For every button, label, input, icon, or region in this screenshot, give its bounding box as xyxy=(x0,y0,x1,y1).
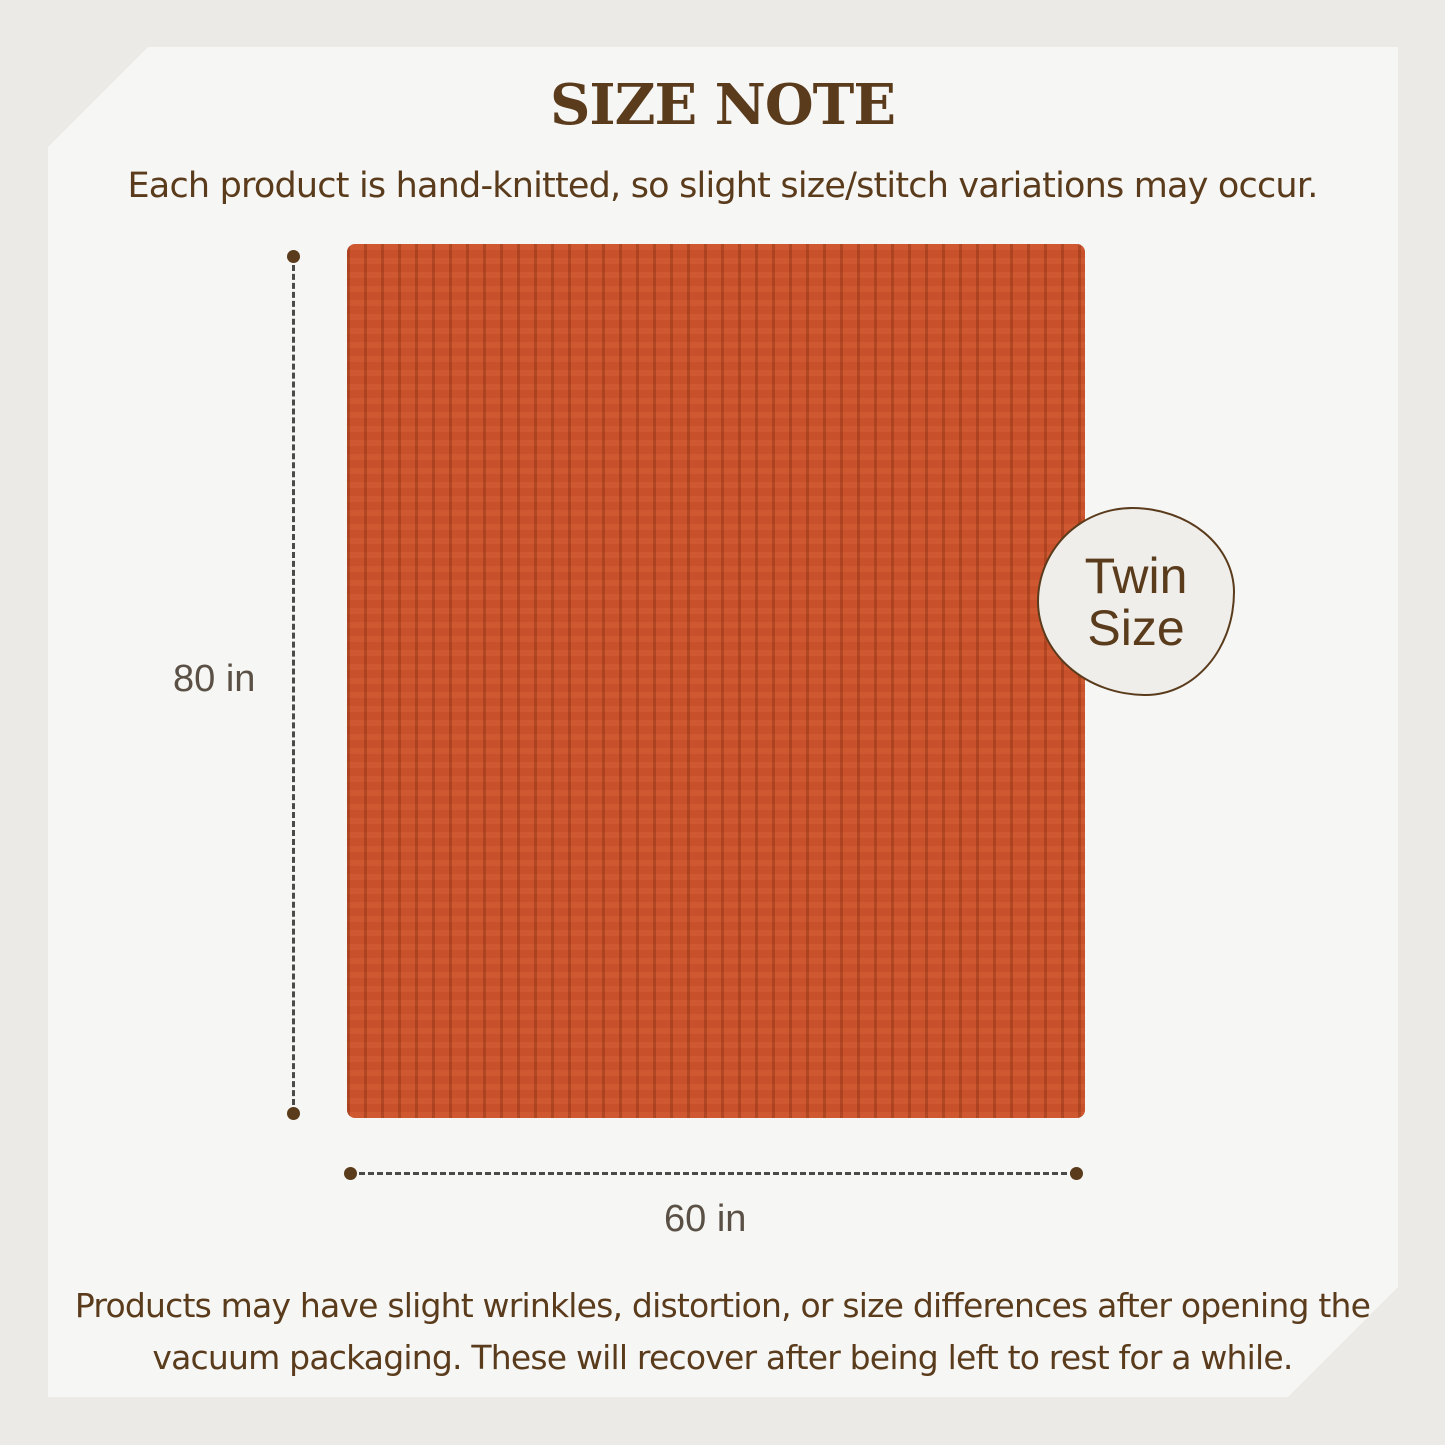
footer-note: Products may have slight wrinkles, disto… xyxy=(0,1280,1445,1384)
size-badge: Twin Size xyxy=(1037,507,1235,696)
dimension-endpoint-dot xyxy=(287,250,300,263)
height-label: 80 in xyxy=(173,658,256,700)
footer-line1: Products may have slight wrinkles, disto… xyxy=(74,1286,1371,1325)
badge-line2: Size xyxy=(1087,599,1185,656)
height-dimension-line xyxy=(292,256,295,1114)
width-dimension-line xyxy=(350,1172,1076,1175)
subtitle: Each product is hand-knitted, so slight … xyxy=(127,166,1318,206)
dimension-endpoint-dot xyxy=(287,1107,300,1120)
dimension-endpoint-dot xyxy=(344,1167,357,1180)
page-title: SIZE NOTE xyxy=(549,72,896,138)
dimension-endpoint-dot xyxy=(1070,1167,1083,1180)
width-label: 60 in xyxy=(664,1198,747,1240)
badge-line1: Twin xyxy=(1084,547,1188,604)
footer-line2: vacuum packaging. These will recover aft… xyxy=(152,1338,1293,1377)
knit-blanket-image xyxy=(347,244,1085,1118)
